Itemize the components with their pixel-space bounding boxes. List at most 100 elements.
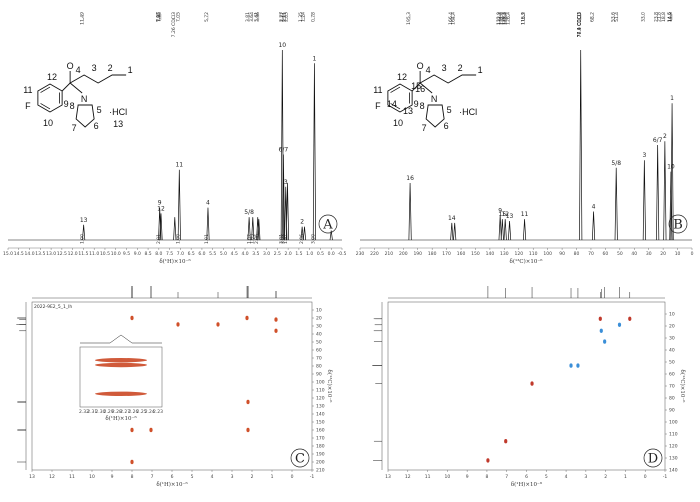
peak-assignment-label: 11 [521, 211, 529, 218]
axis-tick-label: 110 [316, 388, 325, 394]
ppm-label: 7.05 [175, 12, 181, 22]
axis-tick-label: 13 [29, 474, 35, 480]
inset-cross-peak [95, 362, 147, 368]
peak-assignment-label: 15 [499, 211, 507, 218]
peak-assignment-label: 9 [498, 207, 502, 214]
axis-tick-label: 40 [316, 332, 322, 338]
bond [419, 82, 433, 94]
ppm-label: 68.2 [590, 12, 596, 22]
ppm-label: 164.4 [451, 12, 457, 25]
ppm-label: 11.49 [80, 12, 86, 25]
axis-tick-label: 180 [428, 251, 437, 257]
inset-tick-label: 2.23 [153, 409, 163, 415]
bond [61, 82, 71, 92]
peak-assignment-label: 1 [313, 55, 317, 62]
axis-tick-label: 200 [316, 460, 325, 466]
axis-tick-label: 0.5 [317, 251, 324, 257]
integral-value: 1.02 [246, 234, 252, 244]
hcl-label: ·HCl [109, 107, 127, 117]
axis-tick-label: 8 [485, 474, 488, 480]
axis-tick-label: 60 [603, 251, 609, 257]
oxygen-atom: O [67, 61, 74, 71]
axis-tick-label: 20 [316, 316, 322, 322]
ppm-label: 7.97 [155, 12, 161, 22]
peak-assignment-label: 13 [80, 217, 88, 224]
axis-tick-label: 8.0 [155, 251, 162, 257]
atom-number: 12 [397, 72, 407, 82]
integral-value: 1.00 [175, 234, 181, 244]
spectrum-peak [300, 226, 304, 241]
atom-number: 1 [128, 65, 133, 75]
axis-tick-label: 9 [466, 474, 469, 480]
peak-assignment-label: 14 [448, 215, 456, 222]
inset-cross-peak [95, 391, 147, 396]
integral-value: 1.97 [283, 234, 289, 244]
integral-value: 1.01 [204, 234, 210, 244]
axis-tick-label: 2 [251, 474, 254, 480]
axis-tick-label: 5 [545, 474, 548, 480]
axis-tick-label: 70 [316, 356, 322, 362]
y-axis-title: δ(¹³C)×10⁻⁶ [679, 370, 686, 404]
axis-tick-label: 70 [669, 384, 675, 390]
spectrum-peak [312, 63, 316, 241]
ppm-label: 77.4 CDCl3 [576, 12, 582, 37]
axis-tick-label: 7.0 [177, 251, 184, 257]
cross-peak [628, 316, 632, 321]
hsqc-panel-C: 13 12 11 10 9 8 7 6 5 4 3 2 1 0 -1δ(¹H)×10⁻⁶1020304050… [16, 286, 333, 488]
x-axis-title: δ(¹H)×10⁻⁶ [511, 481, 543, 488]
axis-tick-label: 5.5 [209, 251, 216, 257]
axis-tick-label: 0 [644, 474, 647, 480]
axis-tick-label: 13.0 [46, 251, 56, 257]
axis-tick-label: 12 [405, 474, 411, 480]
axis-tick-label: 10 [669, 312, 675, 318]
axis-tick-label: 120 [316, 396, 325, 402]
inset-frame [79, 346, 163, 408]
axis-tick-label: 140 [316, 412, 325, 418]
axis-tick-label: 160 [457, 251, 466, 257]
spectrum-peak [256, 217, 260, 241]
axis-tick-label: 60 [669, 372, 675, 378]
axis-tick-label: 50 [669, 360, 675, 366]
atom-number: 11 [373, 85, 382, 95]
cross-peak [598, 316, 602, 321]
benzene-ring [37, 83, 63, 113]
axis-tick-label: 80 [669, 396, 675, 402]
cross-peak [216, 322, 220, 327]
peak-assignment-label: 10 [278, 42, 286, 49]
spectrum-peak [663, 141, 667, 241]
peak-assignment-label: 13 [506, 213, 514, 220]
axis-tick-label: 8.5 [144, 251, 151, 257]
panel-letter-circle [643, 448, 663, 468]
integral-value: 1.00 [80, 234, 86, 244]
spectrum-peak [247, 217, 251, 241]
ppm-label: 21.8 [657, 12, 663, 22]
cross-peak [486, 458, 490, 463]
axis-tick-label: 130 [500, 251, 509, 257]
peak-assignment-label: 4 [592, 204, 596, 211]
ppm-label: 126.4 [506, 12, 512, 25]
ppm-label: 14.6 [667, 12, 673, 22]
axis-tick-label: 110 [669, 432, 678, 438]
cross-peak [245, 315, 249, 321]
axis-tick-label: 170 [442, 251, 451, 257]
spectrum-peak [656, 144, 660, 241]
spectrum-peak [329, 230, 333, 241]
axis-tick-label: 4.0 [241, 251, 248, 257]
atom-number: 13 [403, 106, 413, 116]
spectrum-peak [670, 103, 674, 241]
integral-value: 2.06 [299, 234, 305, 244]
atom-number: 4 [426, 65, 431, 75]
atom-number: 8 [420, 101, 425, 111]
inset-tick-label: 2.27 [120, 409, 130, 415]
atom-number: 10 [43, 118, 53, 128]
axis-tick-label: 140 [486, 251, 495, 257]
axis-tick-label: 7 [151, 474, 154, 480]
atom-number: 16 [415, 84, 425, 94]
axis-tick-label: 3 [231, 474, 234, 480]
axis-tick-label: 190 [316, 452, 325, 458]
atom-number: 15 [411, 81, 421, 91]
panel-letter: D [648, 452, 658, 467]
axis-tick-label: 11.0 [89, 251, 99, 257]
ppm-label: 2.03 [283, 12, 289, 22]
spectrum-peak [503, 219, 507, 241]
